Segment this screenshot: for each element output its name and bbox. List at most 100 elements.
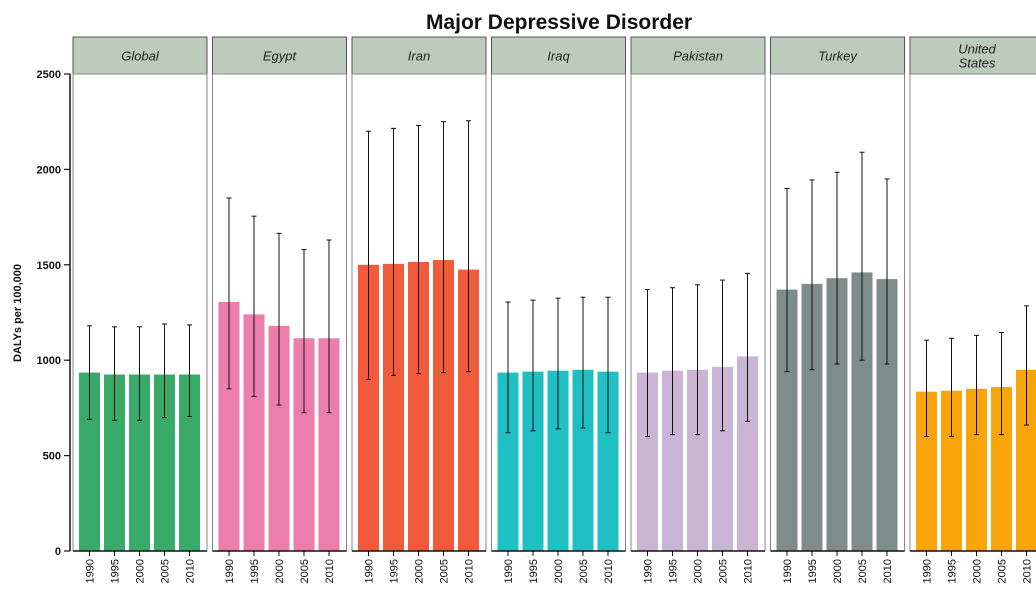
bar — [497, 372, 519, 551]
bar — [458, 269, 479, 551]
bar — [876, 279, 898, 551]
panel-label: Pakistan — [673, 49, 723, 64]
bar — [801, 283, 823, 551]
x-tick-label: 2010 — [1022, 559, 1034, 583]
x-tick-label: 2005 — [578, 559, 590, 583]
x-tick-label: 2010 — [185, 559, 197, 583]
y-axis: 0 500 1000 1500 2000 2500 — [37, 69, 71, 558]
panel-strip — [909, 36, 1036, 75]
panel-label: States — [959, 56, 996, 71]
bar — [179, 374, 200, 551]
panel-label: United — [958, 42, 996, 57]
chart-panels: Global 1990 1995 2000 2005 2010 Egypt 1990 1995 2… — [72, 36, 1036, 583]
bar — [572, 369, 594, 551]
x-tick-label: 2010 — [324, 559, 336, 583]
x-tick-label: 2010 — [603, 559, 615, 583]
bar — [776, 289, 798, 551]
y-tick-label: 1500 — [37, 260, 61, 272]
y-tick-label: 1000 — [37, 355, 61, 367]
bar — [687, 369, 708, 551]
bar — [358, 264, 379, 551]
x-tick-label: 1995 — [528, 559, 540, 583]
bar — [218, 302, 240, 551]
x-tick-label: 1990 — [643, 559, 655, 583]
panel-pakistan: Pakistan 1990 1995 2000 2005 2010 — [630, 36, 766, 583]
bar — [104, 374, 125, 551]
y-tick-label: 500 — [43, 451, 61, 463]
panel-strip — [770, 36, 905, 75]
panel-strip — [212, 36, 347, 75]
y-tick-label: 0 — [55, 546, 61, 558]
panel-strip — [630, 36, 766, 75]
panel-strip — [491, 36, 626, 75]
x-tick-label: 1990 — [364, 559, 376, 583]
x-tick-label: 1995 — [807, 559, 819, 583]
x-tick-label: 1990 — [782, 559, 794, 583]
bar — [318, 338, 340, 551]
x-tick-label: 2005 — [857, 559, 869, 583]
x-tick-label: 2010 — [882, 559, 894, 583]
bar — [597, 371, 619, 551]
x-tick-label: 2000 — [972, 559, 984, 583]
panel-label: Iraq — [547, 49, 570, 64]
x-tick-label: 2000 — [693, 559, 705, 583]
x-tick-label: 2005 — [439, 559, 451, 583]
x-tick-label: 1990 — [922, 559, 934, 583]
panel-turkey: Turkey 1990 1995 2000 2005 2010 — [770, 36, 905, 583]
bar — [547, 370, 569, 551]
bar — [383, 263, 404, 551]
bar — [826, 278, 848, 551]
x-tick-label: 1990 — [85, 559, 97, 583]
bar — [408, 261, 429, 551]
x-tick-label: 2005 — [997, 559, 1009, 583]
x-tick-label: 2005 — [718, 559, 730, 583]
panel-iraq: Iraq 1990 1995 2000 2005 2010 — [491, 36, 626, 583]
x-tick-label: 1995 — [668, 559, 680, 583]
panel-global: Global 1990 1995 2000 2005 2010 — [72, 36, 208, 583]
bar — [662, 370, 683, 551]
bar — [941, 390, 962, 551]
x-tick-label: 2000 — [832, 559, 844, 583]
panel-label: Turkey — [818, 49, 858, 64]
x-tick-label: 2000 — [274, 559, 286, 583]
bar — [712, 366, 733, 551]
y-tick-label: 2000 — [37, 164, 61, 176]
bar — [916, 391, 937, 551]
x-tick-label: 1995 — [389, 559, 401, 583]
x-tick-label: 2010 — [743, 559, 755, 583]
bar — [433, 260, 454, 551]
bar — [154, 374, 175, 551]
panel-strip — [351, 36, 487, 75]
x-tick-label: 1990 — [224, 559, 236, 583]
panel-label: Iran — [408, 49, 430, 64]
x-tick-label: 2005 — [160, 559, 172, 583]
panel-iran: Iran 1990 1995 2000 2005 2010 — [351, 36, 487, 583]
x-tick-label: 2010 — [464, 559, 476, 583]
panel-label: Egypt — [263, 49, 298, 64]
bar — [966, 388, 987, 551]
bar — [522, 371, 544, 551]
y-tick-label: 2500 — [37, 69, 61, 81]
y-axis-label: DALYs per 100,000 — [12, 264, 24, 362]
bar — [1016, 369, 1036, 551]
x-tick-label: 1995 — [947, 559, 959, 583]
bar — [268, 325, 290, 551]
bar — [293, 338, 315, 551]
panel-label: Global — [121, 49, 160, 64]
x-tick-label: 2000 — [414, 559, 426, 583]
bar — [991, 386, 1012, 551]
bar — [851, 272, 873, 551]
x-tick-label: 2005 — [299, 559, 311, 583]
chart-title: Major Depressive Disorder — [426, 11, 692, 34]
bar — [737, 356, 758, 551]
x-tick-label: 2000 — [135, 559, 147, 583]
bar — [129, 374, 150, 551]
bar — [243, 314, 265, 551]
bar — [637, 372, 658, 551]
bar — [79, 372, 100, 551]
panel-egypt: Egypt 1990 1995 2000 2005 2010 — [212, 36, 347, 583]
x-tick-label: 1995 — [110, 559, 122, 583]
x-tick-label: 1995 — [249, 559, 261, 583]
